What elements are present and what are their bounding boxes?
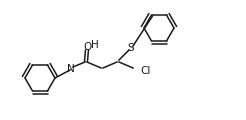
Text: S: S [128, 43, 134, 53]
Text: Cl: Cl [140, 66, 150, 76]
Text: N: N [67, 64, 75, 74]
Text: H: H [91, 40, 99, 50]
Text: O: O [84, 42, 92, 52]
